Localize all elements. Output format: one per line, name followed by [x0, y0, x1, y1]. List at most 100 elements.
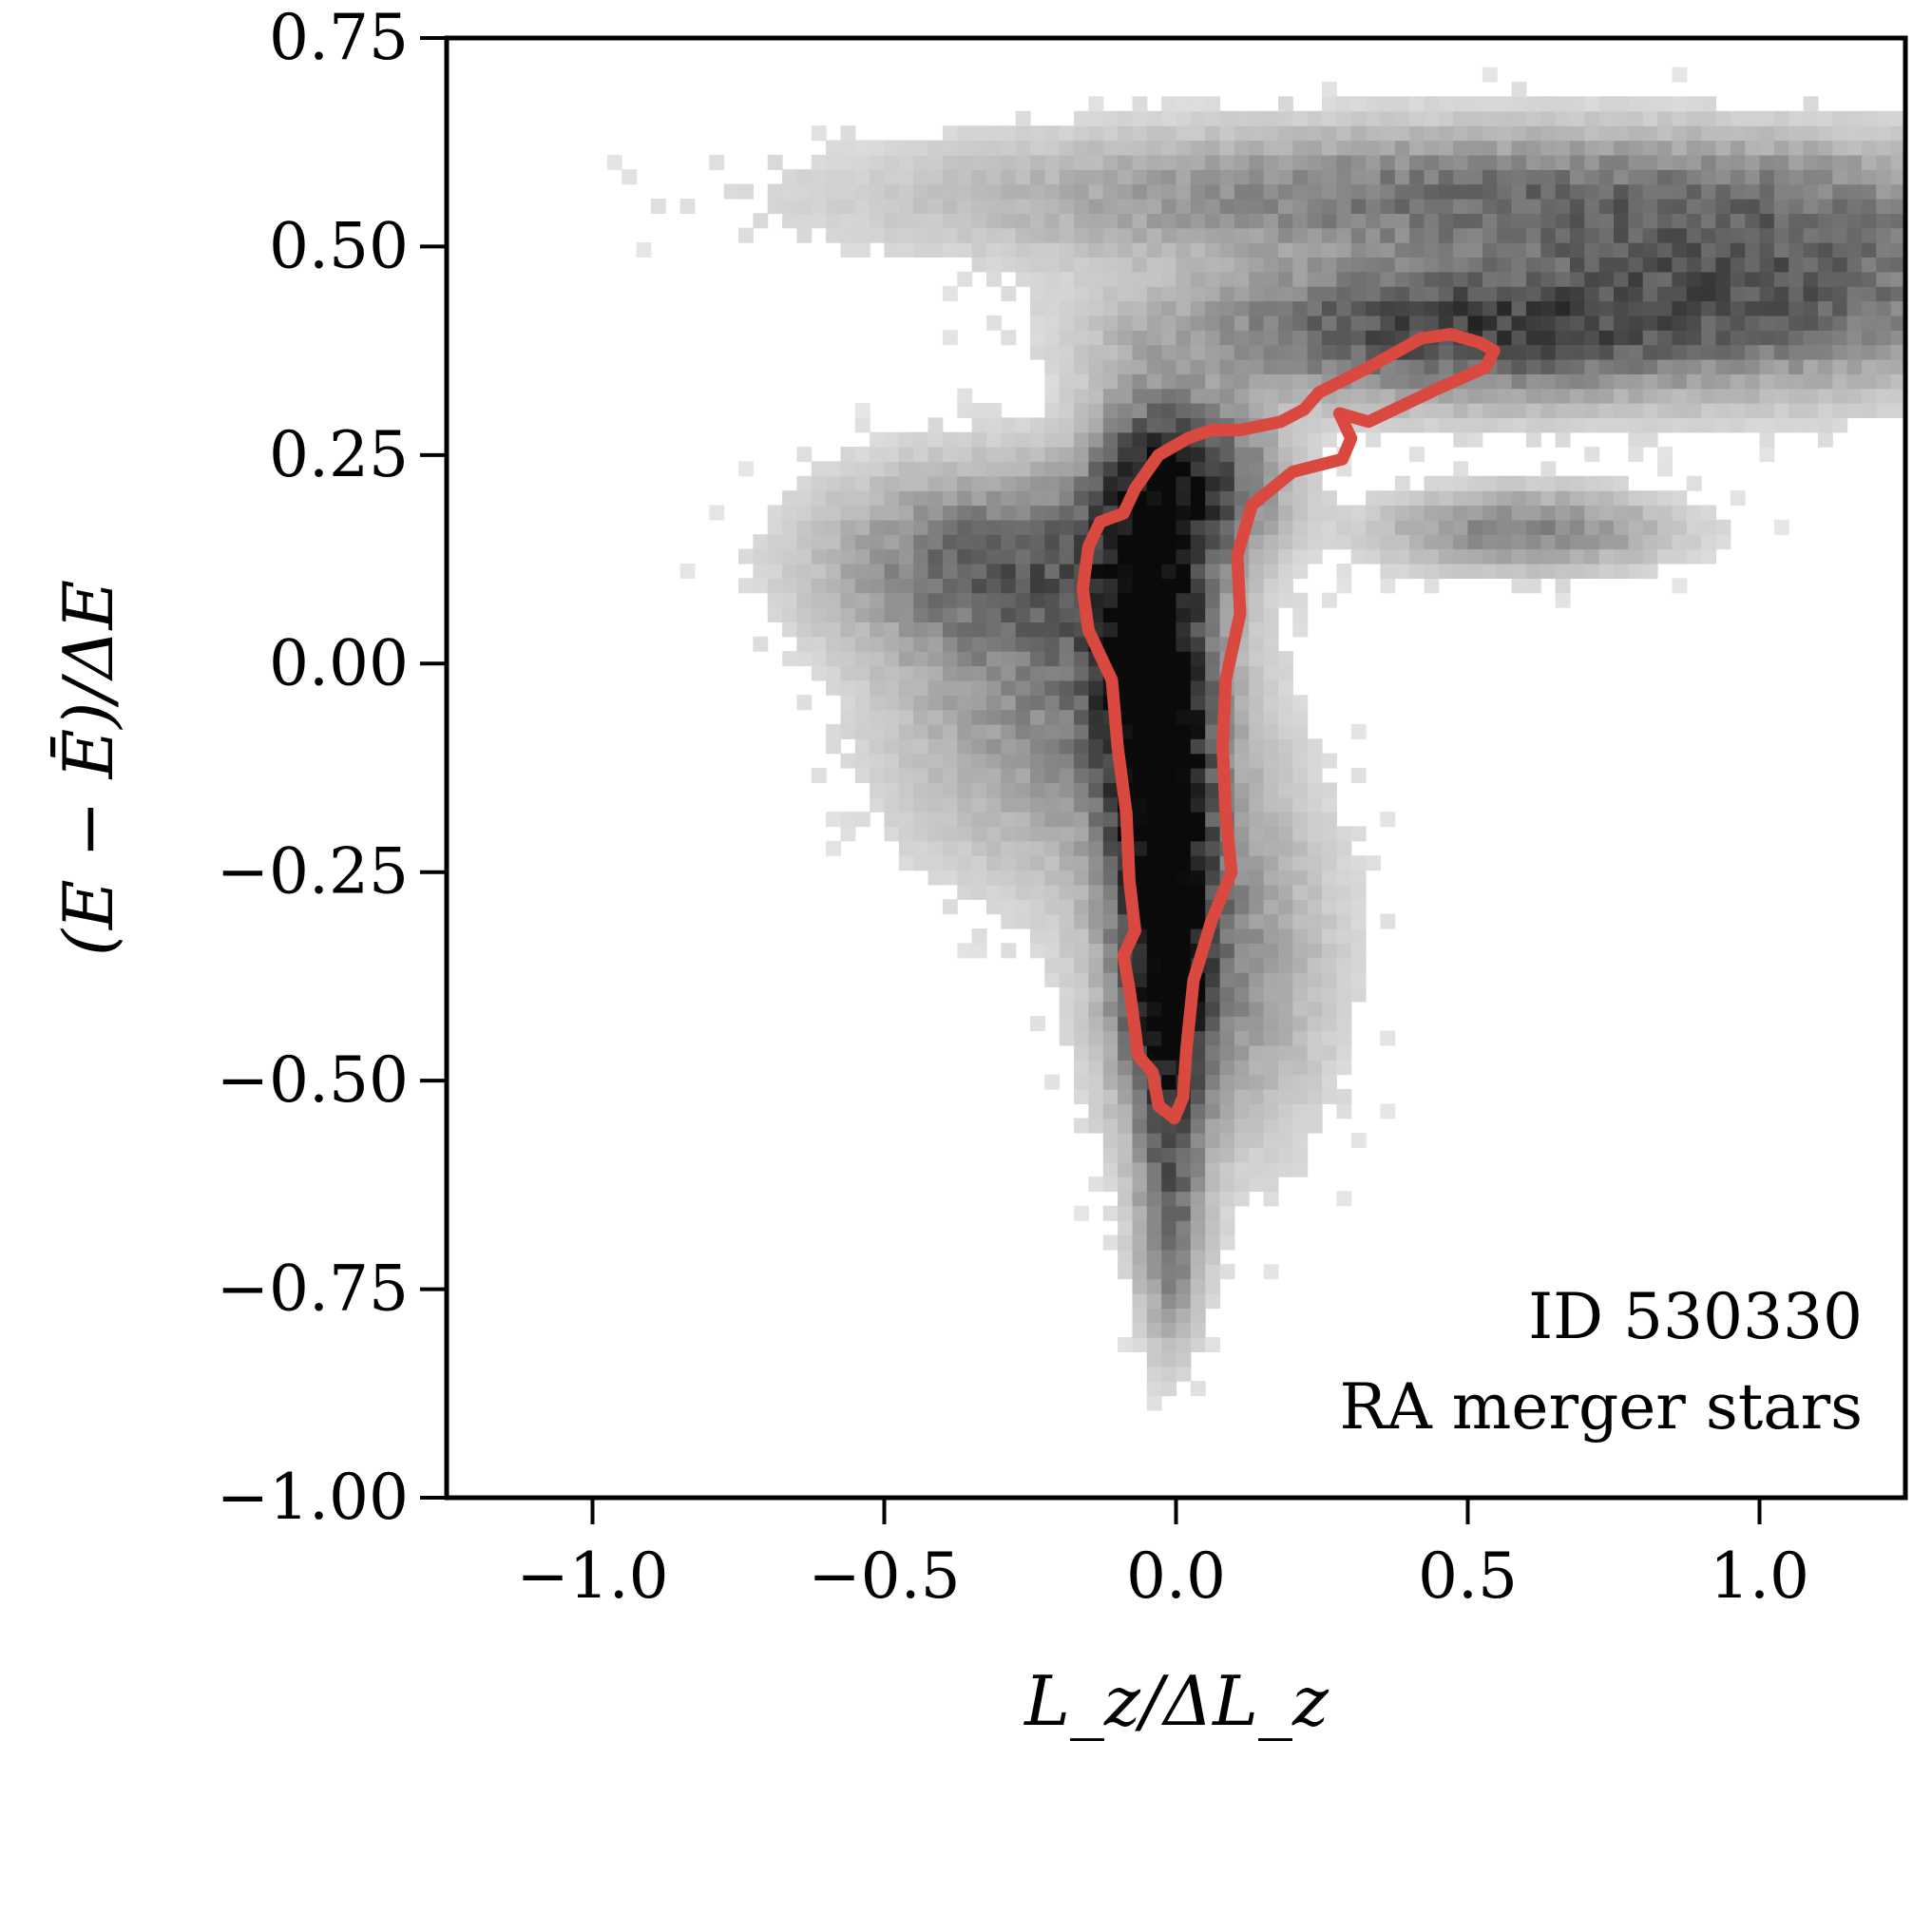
heatmap-bin	[1176, 475, 1192, 491]
heatmap-bin	[928, 447, 944, 463]
heatmap-bin	[1730, 110, 1746, 126]
heatmap-bin	[1118, 110, 1133, 126]
heatmap-bin	[1146, 271, 1162, 287]
heatmap-bin	[913, 447, 929, 463]
heatmap-bin	[1146, 1351, 1162, 1368]
heatmap-bin	[870, 519, 886, 535]
heatmap-bin	[1263, 169, 1279, 185]
heatmap-bin	[1701, 154, 1716, 170]
heatmap-bin	[840, 607, 856, 622]
heatmap-bin	[1672, 183, 1688, 200]
heatmap-bin	[928, 679, 944, 696]
heatmap-bin	[1190, 534, 1206, 550]
heatmap-bin	[1263, 330, 1279, 346]
heatmap-bin	[1730, 271, 1746, 287]
heatmap-bin	[782, 622, 797, 638]
heatmap-bin	[1249, 840, 1265, 856]
heatmap-bin	[811, 651, 827, 667]
heatmap-bin	[1161, 679, 1177, 696]
heatmap-bin	[971, 199, 987, 214]
heatmap-bin	[1059, 607, 1075, 622]
heatmap-bin	[1453, 300, 1469, 316]
heatmap-bin	[1584, 213, 1600, 229]
heatmap-bin	[1205, 213, 1221, 229]
heatmap-bin	[1102, 1088, 1119, 1104]
heatmap-bin	[1234, 1176, 1250, 1193]
heatmap-bin	[1118, 534, 1133, 550]
heatmap-bin	[971, 447, 987, 463]
heatmap-bin	[1525, 227, 1541, 243]
heatmap-bin	[986, 183, 1002, 200]
heatmap-bin	[1234, 227, 1250, 243]
heatmap-bin	[1614, 388, 1629, 404]
heatmap-bin	[1467, 431, 1483, 448]
heatmap-bin	[1467, 475, 1483, 491]
heatmap-bin	[1672, 110, 1688, 126]
heatmap-bin	[1205, 110, 1221, 126]
heatmap-bin	[1817, 125, 1833, 142]
heatmap-bin	[1161, 286, 1177, 302]
heatmap-bin	[1161, 140, 1177, 156]
heatmap-bin	[1278, 534, 1293, 550]
heatmap-bin	[1146, 286, 1162, 302]
heatmap-bin	[1001, 870, 1017, 886]
heatmap-bin	[1146, 125, 1162, 142]
heatmap-bin	[1030, 125, 1045, 142]
heatmap-bin	[1628, 534, 1644, 550]
heatmap-bin	[1263, 257, 1279, 273]
heatmap-bin	[1555, 490, 1571, 507]
heatmap-bin	[840, 169, 856, 185]
heatmap-bin	[1146, 622, 1162, 638]
heatmap-bin	[767, 578, 783, 594]
heatmap-bin	[1628, 344, 1644, 360]
heatmap-bin	[1642, 548, 1658, 564]
heatmap-bin	[1322, 884, 1337, 900]
heatmap-bin	[1176, 534, 1192, 550]
heatmap-bin	[1234, 928, 1250, 944]
heatmap-bin	[1715, 534, 1731, 550]
heatmap-bin	[1482, 505, 1498, 521]
heatmap-bin	[1146, 1249, 1162, 1265]
heatmap-bin	[1453, 110, 1469, 126]
heatmap-bin	[1205, 315, 1221, 331]
heatmap-bin	[1745, 154, 1761, 170]
heatmap-bin	[811, 490, 827, 507]
heatmap-bin	[1336, 1060, 1352, 1076]
heatmap-bin	[1773, 271, 1789, 287]
heatmap-bin	[1132, 753, 1148, 769]
heatmap-bin	[1015, 753, 1031, 769]
heatmap-bin	[1336, 227, 1352, 243]
heatmap-bin	[1482, 403, 1498, 418]
heatmap-bin	[1044, 403, 1061, 418]
heatmap-bin	[1205, 140, 1221, 156]
heatmap-bin	[986, 665, 1002, 681]
heatmap-bin	[1380, 505, 1396, 521]
heatmap-bin	[796, 475, 813, 491]
heatmap-bin	[1525, 300, 1541, 316]
heatmap-bin	[1146, 840, 1162, 856]
heatmap-bin	[1088, 417, 1104, 433]
heatmap-bin	[1350, 1133, 1367, 1148]
heatmap-bin	[957, 169, 973, 185]
heatmap-bin	[1380, 125, 1396, 142]
heatmap-bin	[1059, 447, 1075, 463]
heatmap-bin	[884, 636, 900, 652]
heatmap-bin	[1219, 1030, 1235, 1046]
heatmap-bin	[1263, 358, 1279, 374]
heatmap-bin	[1059, 403, 1075, 418]
heatmap-bin	[1453, 548, 1469, 564]
heatmap-bin	[1059, 1030, 1075, 1046]
heatmap-bin	[1584, 403, 1600, 418]
heatmap-bin	[1030, 271, 1045, 287]
heatmap-bin	[1584, 388, 1600, 404]
heatmap-bin	[1088, 679, 1104, 696]
heatmap-bin	[1773, 169, 1789, 185]
heatmap-bin	[1570, 242, 1585, 258]
heatmap-bin	[1030, 709, 1045, 725]
heatmap-bin	[1350, 140, 1367, 156]
heatmap-bin	[1176, 125, 1192, 142]
heatmap-bin	[1146, 183, 1162, 200]
heatmap-bin	[1322, 154, 1337, 170]
heatmap-bin	[1803, 330, 1819, 346]
heatmap-bin	[1366, 548, 1381, 564]
